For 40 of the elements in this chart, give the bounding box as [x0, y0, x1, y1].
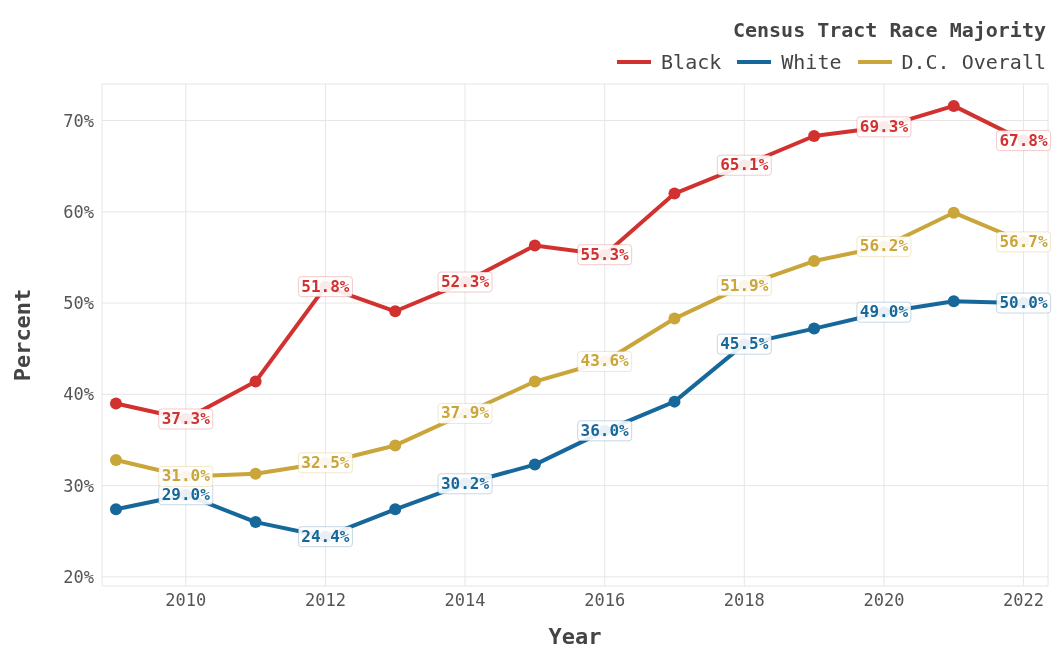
data-label: 37.3%: [161, 408, 211, 428]
x-tick-label: 2016: [584, 590, 626, 611]
data-label: 45.5%: [720, 334, 769, 354]
x-axis-title: Year: [548, 624, 602, 649]
x-tick-label: 2012: [304, 590, 346, 611]
data-label: 55.3%: [580, 244, 630, 264]
data-label: 52.3%: [440, 272, 490, 292]
data-label: 31.0%: [161, 466, 211, 486]
y-tick-label: 60%: [63, 201, 94, 222]
x-tick-label: 2020: [863, 590, 905, 611]
data-label: 29.0%: [161, 484, 211, 504]
data-label: 49.0%: [859, 302, 909, 322]
data-label: 30.2%: [440, 473, 490, 493]
data-label: 32.5%: [301, 452, 350, 472]
y-axis-title: Percent: [9, 288, 35, 382]
data-label: 36.0%: [580, 420, 630, 440]
data-label: 51.9%: [720, 275, 769, 295]
legend-title: Census Tract Race Majority: [731, 18, 1046, 42]
data-label: 24.4%: [301, 526, 350, 546]
data-label: 56.2%: [859, 236, 909, 256]
data-label: 56.7%: [999, 231, 1049, 251]
data-label: 43.6%: [580, 351, 630, 371]
x-tick-label: 2022: [1003, 590, 1045, 611]
data-label: 50.0%: [999, 293, 1049, 313]
y-tick-label: 70%: [63, 110, 94, 131]
y-tick-label: 20%: [63, 566, 94, 587]
legend-label: Black: [661, 50, 722, 74]
y-tick-label: 40%: [63, 384, 94, 405]
legend-label: White: [781, 50, 842, 74]
legend-label: D.C. Overall: [901, 50, 1046, 74]
y-tick-label: 30%: [63, 475, 94, 496]
data-label: 67.8%: [999, 130, 1049, 150]
x-tick-label: 2018: [723, 590, 765, 611]
data-label: 51.8%: [301, 276, 350, 296]
x-tick-label: 2014: [444, 590, 486, 611]
y-tick-label: 50%: [63, 293, 94, 314]
data-label: 37.9%: [440, 403, 490, 423]
data-label: 65.1%: [720, 155, 769, 175]
x-tick-label: 2010: [165, 590, 207, 611]
data-label: 69.3%: [859, 116, 909, 136]
